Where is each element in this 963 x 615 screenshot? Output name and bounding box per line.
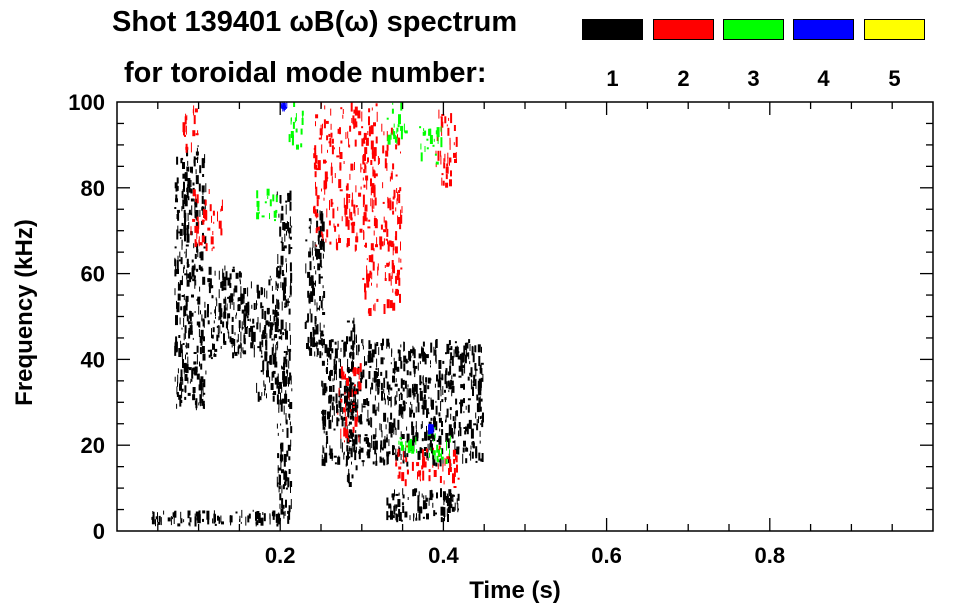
x-tick-label: 0.2 [265, 543, 296, 568]
spectrum-region-mode-3 [256, 188, 278, 222]
spectrum-region-mode-3 [288, 102, 304, 150]
legend-label-3: 3 [747, 66, 760, 91]
spectrum-region-mode-2 [190, 189, 223, 252]
legend-label-5: 5 [888, 66, 901, 91]
x-tick-label: 0.8 [755, 543, 786, 568]
legend-label-1: 1 [606, 66, 619, 91]
y-tick-label: 60 [81, 262, 105, 287]
y-tick-label: 40 [81, 347, 105, 372]
spectrum-region-mode-2 [362, 123, 403, 316]
spectrum-region-mode-2 [435, 109, 458, 188]
spectrum-region-mode-1 [174, 145, 207, 411]
legend-label-2: 2 [677, 66, 690, 91]
spectrum-region-mode-1 [151, 509, 279, 527]
spectrum-region-mode-4 [280, 102, 288, 112]
chart-subtitle: for toroidal mode number: [124, 57, 487, 89]
legend-swatch-4 [793, 19, 854, 40]
y-tick-label: 0 [93, 519, 105, 544]
legend-swatch-1 [582, 19, 643, 40]
y-tick-label: 100 [68, 90, 105, 115]
plot-frame [116, 101, 934, 532]
legend-swatch-3 [723, 19, 784, 40]
spectrum-region-mode-2 [182, 105, 199, 153]
legend-label-4: 4 [817, 66, 830, 91]
x-axis-label: Time (s) [469, 577, 561, 604]
spectrum-region-mode-1 [304, 209, 326, 359]
spectrum-region-mode-3 [386, 102, 408, 145]
axis-ticks: 0.2 0.4 0.6 0.8 0 20 40 60 80 100 [68, 90, 933, 568]
y-axis-label: Frequency (kHz) [11, 219, 38, 406]
y-tick-label: 20 [81, 433, 105, 458]
y-tick-label: 80 [81, 176, 105, 201]
spectrum-region-mode-4 [428, 423, 435, 435]
legend-swatch-5 [864, 19, 925, 40]
spectrum-region-mode-1 [206, 265, 256, 360]
x-tick-label: 0.6 [591, 543, 622, 568]
spectrum-regions [151, 102, 484, 527]
spectrum-region-mode-2 [313, 102, 378, 252]
spectrum-region-mode-3 [419, 126, 443, 165]
spectrum-region-mode-2 [337, 363, 362, 443]
spectrum-region-mode-1 [276, 190, 293, 525]
chart-title: Shot 139401 ωB(ω) spectrum [112, 6, 518, 38]
spectrum-region-mode-3 [398, 436, 418, 454]
spectrum-region-mode-1 [386, 488, 460, 523]
spectrum-region-mode-1 [256, 275, 280, 402]
x-tick-label: 0.4 [428, 543, 459, 568]
legend-swatch-2 [653, 19, 714, 40]
